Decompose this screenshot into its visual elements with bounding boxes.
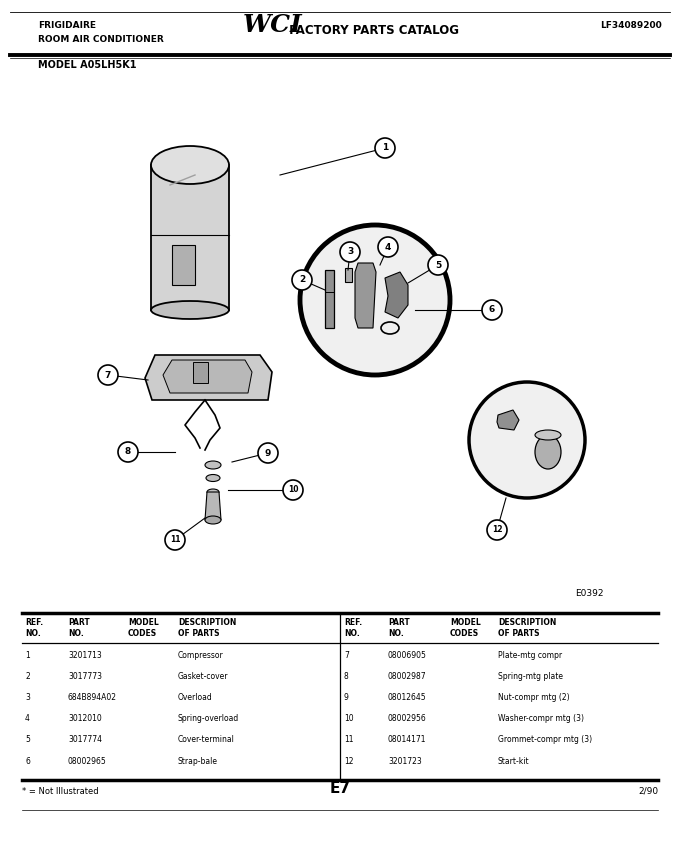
- Text: Plate-mtg compr: Plate-mtg compr: [498, 651, 562, 660]
- Ellipse shape: [151, 146, 229, 184]
- Text: 1: 1: [25, 651, 30, 660]
- Text: MODEL A05LH5K1: MODEL A05LH5K1: [38, 60, 137, 70]
- Text: 08014171: 08014171: [388, 735, 426, 745]
- Text: 11: 11: [170, 535, 180, 545]
- Text: 2: 2: [299, 275, 305, 285]
- Polygon shape: [385, 272, 408, 318]
- Polygon shape: [345, 268, 352, 282]
- Polygon shape: [151, 165, 229, 310]
- Ellipse shape: [205, 461, 221, 469]
- Polygon shape: [205, 492, 221, 520]
- Text: 08006905: 08006905: [388, 651, 427, 660]
- Text: 6: 6: [25, 757, 30, 766]
- Text: REF.
NO.: REF. NO.: [344, 618, 362, 637]
- Text: 4: 4: [385, 242, 391, 251]
- Text: REF.
NO.: REF. NO.: [25, 618, 43, 637]
- Text: FRIGIDAIRE: FRIGIDAIRE: [38, 21, 96, 30]
- Ellipse shape: [206, 475, 220, 481]
- Polygon shape: [163, 360, 252, 393]
- Polygon shape: [193, 362, 208, 383]
- Text: Spring-mtg plate: Spring-mtg plate: [498, 672, 563, 682]
- Circle shape: [283, 480, 303, 500]
- Text: 7: 7: [105, 371, 112, 379]
- Circle shape: [340, 242, 360, 262]
- Text: 8: 8: [344, 672, 349, 682]
- Circle shape: [258, 443, 278, 463]
- Ellipse shape: [207, 489, 219, 495]
- Text: 3201723: 3201723: [388, 757, 422, 766]
- Text: 4: 4: [25, 714, 30, 723]
- Text: 3017774: 3017774: [68, 735, 102, 745]
- Text: 9: 9: [265, 449, 271, 457]
- Circle shape: [98, 365, 118, 385]
- Circle shape: [165, 530, 185, 550]
- Circle shape: [428, 255, 448, 275]
- Text: MODEL
CODES: MODEL CODES: [450, 618, 481, 637]
- Polygon shape: [355, 263, 376, 328]
- Text: 08002956: 08002956: [388, 714, 427, 723]
- Text: 1: 1: [382, 144, 388, 152]
- Text: Cover-terminal: Cover-terminal: [178, 735, 235, 745]
- Circle shape: [375, 138, 395, 158]
- Text: Washer-compr mtg (3): Washer-compr mtg (3): [498, 714, 584, 723]
- Text: 3: 3: [347, 248, 353, 256]
- Text: 10: 10: [344, 714, 354, 723]
- Circle shape: [300, 225, 450, 375]
- Text: PART
NO.: PART NO.: [68, 618, 90, 637]
- Text: Compressor: Compressor: [178, 651, 224, 660]
- Text: Gasket-cover: Gasket-cover: [178, 672, 228, 682]
- Ellipse shape: [151, 301, 229, 319]
- Text: 6: 6: [489, 306, 495, 314]
- Text: ROOM AIR CONDITIONER: ROOM AIR CONDITIONER: [38, 35, 164, 44]
- Circle shape: [292, 270, 312, 290]
- Text: 3012010: 3012010: [68, 714, 102, 723]
- Ellipse shape: [535, 435, 561, 469]
- Text: 08002987: 08002987: [388, 672, 426, 682]
- Text: Start-kit: Start-kit: [498, 757, 530, 766]
- Polygon shape: [497, 410, 519, 430]
- Text: 08002965: 08002965: [68, 757, 107, 766]
- Polygon shape: [145, 355, 272, 400]
- Text: Nut-compr mtg (2): Nut-compr mtg (2): [498, 694, 570, 702]
- Text: Overload: Overload: [178, 694, 213, 702]
- Text: MODEL
CODES: MODEL CODES: [128, 618, 158, 637]
- Text: E0392: E0392: [575, 589, 604, 598]
- Text: 5: 5: [25, 735, 30, 745]
- Text: 12: 12: [344, 757, 354, 766]
- Text: 2: 2: [25, 672, 30, 682]
- Text: 3: 3: [25, 694, 30, 702]
- Text: 8: 8: [125, 448, 131, 456]
- Text: 5: 5: [435, 261, 441, 269]
- Text: DESCRIPTION
OF PARTS: DESCRIPTION OF PARTS: [178, 618, 237, 637]
- Polygon shape: [325, 270, 334, 328]
- Text: 9: 9: [344, 694, 349, 702]
- Text: Spring-overload: Spring-overload: [178, 714, 239, 723]
- Ellipse shape: [205, 516, 221, 524]
- Circle shape: [469, 382, 585, 498]
- Circle shape: [482, 300, 502, 320]
- Text: 3201713: 3201713: [68, 651, 102, 660]
- Text: 08012645: 08012645: [388, 694, 426, 702]
- Text: 7: 7: [344, 651, 349, 660]
- Text: Grommet-compr mtg (3): Grommet-compr mtg (3): [498, 735, 592, 745]
- Circle shape: [118, 442, 138, 462]
- Text: 10: 10: [288, 486, 299, 494]
- Text: 11: 11: [344, 735, 354, 745]
- Text: E7: E7: [330, 781, 350, 796]
- Text: Strap-bale: Strap-bale: [178, 757, 218, 766]
- Text: * = Not Illustrated: * = Not Illustrated: [22, 787, 99, 796]
- Text: LF34089200: LF34089200: [600, 21, 662, 30]
- Text: 3017773: 3017773: [68, 672, 102, 682]
- Text: 2/90: 2/90: [638, 787, 658, 796]
- Text: WCI: WCI: [243, 13, 303, 37]
- Circle shape: [378, 237, 398, 257]
- Text: 12: 12: [492, 526, 503, 534]
- Text: PART
NO.: PART NO.: [388, 618, 410, 637]
- Text: FACTORY PARTS CATALOG: FACTORY PARTS CATALOG: [285, 24, 459, 37]
- Text: 684B894A02: 684B894A02: [68, 694, 117, 702]
- Circle shape: [487, 520, 507, 540]
- Ellipse shape: [535, 430, 561, 440]
- Text: DESCRIPTION
OF PARTS: DESCRIPTION OF PARTS: [498, 618, 556, 637]
- Polygon shape: [172, 245, 195, 285]
